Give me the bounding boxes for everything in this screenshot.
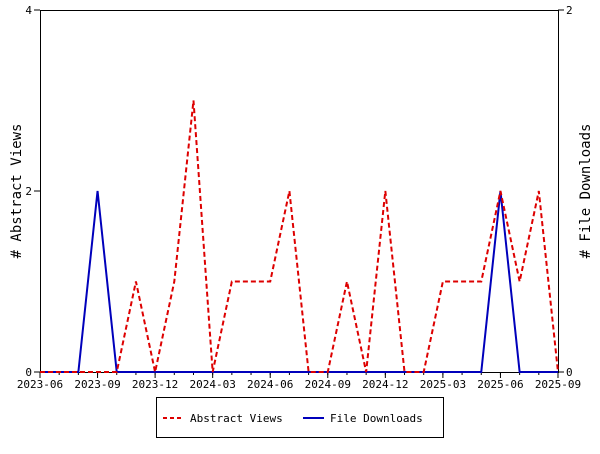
- y-tick-label: 0: [25, 366, 32, 379]
- y2-tick-label: 2: [566, 4, 573, 17]
- x-tick-label: 2024-12: [362, 378, 408, 391]
- x-tick-label: 2023-09: [74, 378, 120, 391]
- x-tick-label: 2024-06: [247, 378, 293, 391]
- legend-box: [156, 397, 444, 438]
- series-line-file-downloads: [40, 190, 558, 373]
- x-tick-label: 2025-03: [420, 378, 466, 391]
- x-tick-label: 2025-09: [535, 378, 581, 391]
- plot-area: 2023-06 2023-09 2023-12 2024-03 2024-06 2024-…: [17, 4, 581, 391]
- plot-frame: [40, 10, 559, 373]
- legend-label-abstract-views: Abstract Views: [190, 412, 283, 425]
- y2-axis-title: # File Downloads: [578, 124, 594, 259]
- y2-tick-label: 0: [566, 366, 573, 379]
- y-axis-title: # Abstract Views: [9, 124, 25, 259]
- x-tick-label: 2023-06: [17, 378, 63, 391]
- legend: Abstract Views File Downloads: [156, 397, 444, 438]
- legend-label-file-downloads: File Downloads: [330, 412, 423, 425]
- y-tick-label: 2: [25, 185, 32, 198]
- x-tick-label: 2024-09: [305, 378, 351, 391]
- x-tick-label: 2023-12: [132, 378, 178, 391]
- x-tick-label: 2024-03: [189, 378, 235, 391]
- series-line-abstract-views: [40, 100, 559, 373]
- x-tick-label: 2025-06: [477, 378, 523, 391]
- y-tick-label: 4: [25, 4, 32, 17]
